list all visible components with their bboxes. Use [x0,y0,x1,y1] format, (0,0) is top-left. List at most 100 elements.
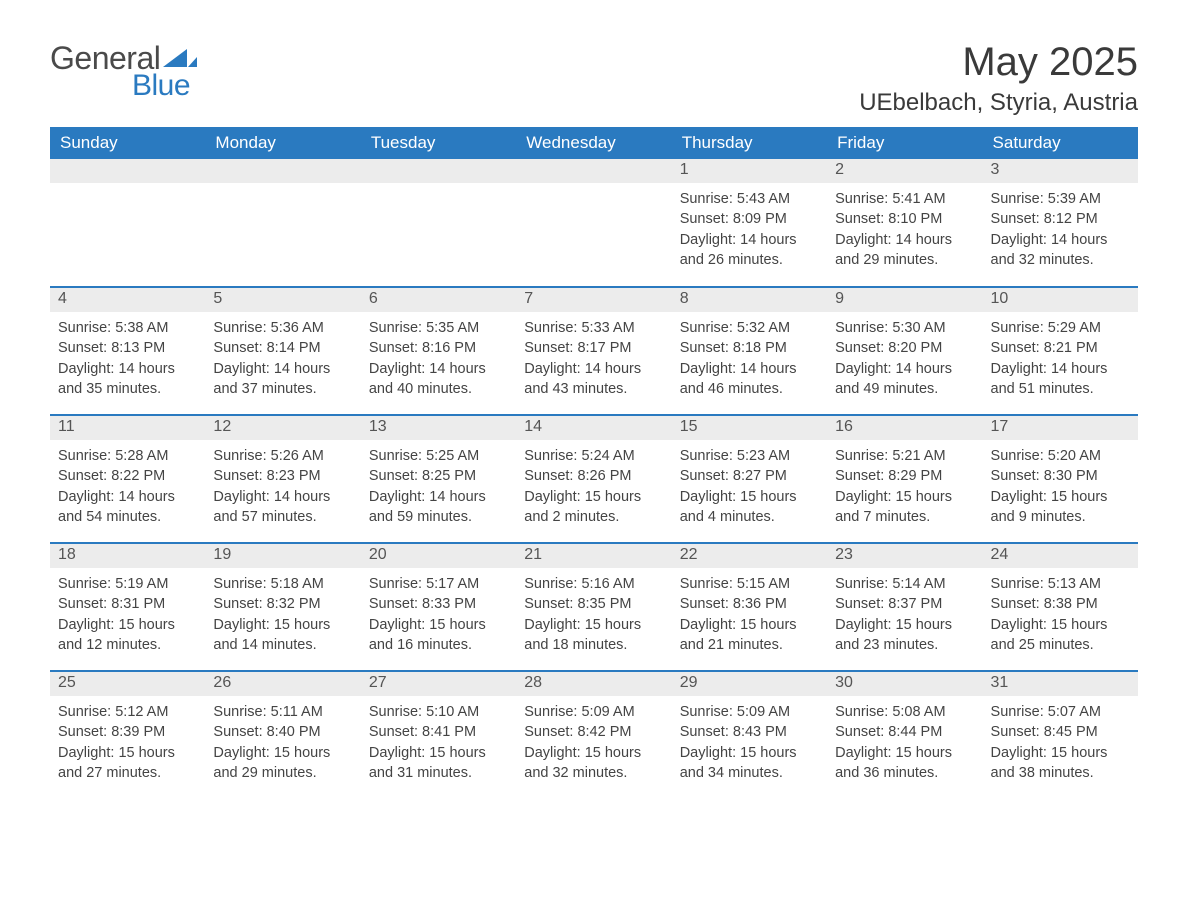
day-number: 13 [361,416,516,440]
daylight-text: Daylight: 15 hours and 9 minutes. [991,487,1130,528]
sunrise-text: Sunrise: 5:17 AM [369,574,508,594]
day-number: 6 [361,288,516,312]
sunset-text: Sunset: 8:14 PM [213,338,352,358]
page-title: May 2025 [859,40,1138,85]
sunrise-text: Sunrise: 5:35 AM [369,318,508,338]
day-number: 26 [205,672,360,696]
sunset-text: Sunset: 8:13 PM [58,338,197,358]
sunset-text: Sunset: 8:32 PM [213,594,352,614]
sunrise-text: Sunrise: 5:33 AM [524,318,663,338]
calendar-cell: 3Sunrise: 5:39 AMSunset: 8:12 PMDaylight… [983,159,1138,287]
day-number: 31 [983,672,1138,696]
day-body: Sunrise: 5:25 AMSunset: 8:25 PMDaylight:… [361,440,516,537]
calendar-table: SundayMondayTuesdayWednesdayThursdayFrid… [50,127,1138,799]
calendar-cell: 7Sunrise: 5:33 AMSunset: 8:17 PMDaylight… [516,287,671,415]
day-number: 18 [50,544,205,568]
weekday-header: Sunday [50,127,205,159]
logo-triangle-icon [163,45,197,72]
sunset-text: Sunset: 8:23 PM [213,466,352,486]
weekday-header: Thursday [672,127,827,159]
day-number: 1 [672,159,827,183]
calendar-cell: 23Sunrise: 5:14 AMSunset: 8:37 PMDayligh… [827,543,982,671]
day-number: 23 [827,544,982,568]
calendar-cell: 16Sunrise: 5:21 AMSunset: 8:29 PMDayligh… [827,415,982,543]
day-body: Sunrise: 5:07 AMSunset: 8:45 PMDaylight:… [983,696,1138,793]
calendar-cell: 22Sunrise: 5:15 AMSunset: 8:36 PMDayligh… [672,543,827,671]
day-number: 2 [827,159,982,183]
day-number [50,159,205,183]
daylight-text: Daylight: 14 hours and 40 minutes. [369,359,508,400]
sunset-text: Sunset: 8:09 PM [680,209,819,229]
day-body: Sunrise: 5:24 AMSunset: 8:26 PMDaylight:… [516,440,671,537]
sunrise-text: Sunrise: 5:32 AM [680,318,819,338]
sunset-text: Sunset: 8:12 PM [991,209,1130,229]
calendar-cell: 5Sunrise: 5:36 AMSunset: 8:14 PMDaylight… [205,287,360,415]
calendar-cell: 21Sunrise: 5:16 AMSunset: 8:35 PMDayligh… [516,543,671,671]
calendar-cell: 12Sunrise: 5:26 AMSunset: 8:23 PMDayligh… [205,415,360,543]
day-body: Sunrise: 5:09 AMSunset: 8:42 PMDaylight:… [516,696,671,793]
day-number: 21 [516,544,671,568]
daylight-text: Daylight: 14 hours and 32 minutes. [991,230,1130,271]
daylight-text: Daylight: 15 hours and 4 minutes. [680,487,819,528]
sunset-text: Sunset: 8:36 PM [680,594,819,614]
sunrise-text: Sunrise: 5:38 AM [58,318,197,338]
day-number: 11 [50,416,205,440]
day-number: 9 [827,288,982,312]
day-number: 12 [205,416,360,440]
sunset-text: Sunset: 8:44 PM [835,722,974,742]
sunset-text: Sunset: 8:21 PM [991,338,1130,358]
day-number [205,159,360,183]
sunrise-text: Sunrise: 5:15 AM [680,574,819,594]
day-body: Sunrise: 5:16 AMSunset: 8:35 PMDaylight:… [516,568,671,665]
day-number: 17 [983,416,1138,440]
sunset-text: Sunset: 8:30 PM [991,466,1130,486]
sunset-text: Sunset: 8:40 PM [213,722,352,742]
day-body: Sunrise: 5:11 AMSunset: 8:40 PMDaylight:… [205,696,360,793]
day-body: Sunrise: 5:18 AMSunset: 8:32 PMDaylight:… [205,568,360,665]
sunrise-text: Sunrise: 5:25 AM [369,446,508,466]
daylight-text: Daylight: 15 hours and 18 minutes. [524,615,663,656]
day-body: Sunrise: 5:32 AMSunset: 8:18 PMDaylight:… [672,312,827,409]
calendar-cell: 11Sunrise: 5:28 AMSunset: 8:22 PMDayligh… [50,415,205,543]
daylight-text: Daylight: 14 hours and 35 minutes. [58,359,197,400]
day-number [361,159,516,183]
calendar-cell: 17Sunrise: 5:20 AMSunset: 8:30 PMDayligh… [983,415,1138,543]
daylight-text: Daylight: 14 hours and 49 minutes. [835,359,974,400]
daylight-text: Daylight: 14 hours and 54 minutes. [58,487,197,528]
calendar-cell [50,159,205,287]
daylight-text: Daylight: 14 hours and 29 minutes. [835,230,974,271]
day-body: Sunrise: 5:26 AMSunset: 8:23 PMDaylight:… [205,440,360,537]
day-number: 10 [983,288,1138,312]
daylight-text: Daylight: 14 hours and 46 minutes. [680,359,819,400]
sunrise-text: Sunrise: 5:09 AM [680,702,819,722]
sunset-text: Sunset: 8:37 PM [835,594,974,614]
daylight-text: Daylight: 15 hours and 34 minutes. [680,743,819,784]
calendar-row: 4Sunrise: 5:38 AMSunset: 8:13 PMDaylight… [50,287,1138,415]
day-body: Sunrise: 5:09 AMSunset: 8:43 PMDaylight:… [672,696,827,793]
weekday-header: Friday [827,127,982,159]
day-number: 28 [516,672,671,696]
sunset-text: Sunset: 8:27 PM [680,466,819,486]
sunset-text: Sunset: 8:25 PM [369,466,508,486]
sunrise-text: Sunrise: 5:36 AM [213,318,352,338]
calendar-row: 1Sunrise: 5:43 AMSunset: 8:09 PMDaylight… [50,159,1138,287]
day-body: Sunrise: 5:10 AMSunset: 8:41 PMDaylight:… [361,696,516,793]
calendar-cell: 20Sunrise: 5:17 AMSunset: 8:33 PMDayligh… [361,543,516,671]
sunrise-text: Sunrise: 5:11 AM [213,702,352,722]
calendar-cell: 25Sunrise: 5:12 AMSunset: 8:39 PMDayligh… [50,671,205,799]
daylight-text: Daylight: 15 hours and 36 minutes. [835,743,974,784]
day-body: Sunrise: 5:15 AMSunset: 8:36 PMDaylight:… [672,568,827,665]
calendar-cell: 10Sunrise: 5:29 AMSunset: 8:21 PMDayligh… [983,287,1138,415]
header: General Blue May 2025 UEbelbach, Styria,… [50,40,1138,117]
sunset-text: Sunset: 8:45 PM [991,722,1130,742]
sunrise-text: Sunrise: 5:18 AM [213,574,352,594]
day-number [516,159,671,183]
calendar-cell: 13Sunrise: 5:25 AMSunset: 8:25 PMDayligh… [361,415,516,543]
daylight-text: Daylight: 15 hours and 38 minutes. [991,743,1130,784]
calendar-cell [516,159,671,287]
day-number: 24 [983,544,1138,568]
sunset-text: Sunset: 8:41 PM [369,722,508,742]
calendar-cell: 29Sunrise: 5:09 AMSunset: 8:43 PMDayligh… [672,671,827,799]
day-number: 22 [672,544,827,568]
day-body: Sunrise: 5:39 AMSunset: 8:12 PMDaylight:… [983,183,1138,280]
